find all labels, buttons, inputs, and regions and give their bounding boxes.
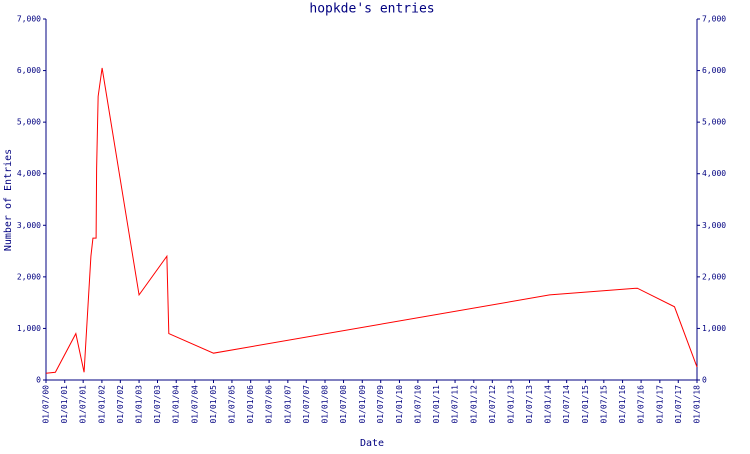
y2-tick-label: 7,000 — [702, 15, 726, 24]
x-tick-label: 01/01/02 — [97, 385, 106, 424]
y-tick-label: 3,000 — [17, 221, 41, 230]
x-tick-label: 01/01/12 — [469, 385, 478, 424]
y2-tick-label: 0 — [702, 376, 707, 385]
y-tick-label: 2,000 — [17, 272, 41, 281]
x-tick-label: 01/01/13 — [507, 385, 516, 424]
x-tick-label: 01/01/04 — [172, 385, 181, 424]
y2-tick-label: 5,000 — [702, 118, 726, 127]
x-tick-label: 01/01/09 — [358, 385, 367, 424]
data-line — [45, 67, 698, 374]
x-tick-label: 01/07/04 — [190, 385, 199, 424]
x-tick-label: 01/07/08 — [339, 385, 348, 424]
x-tick-label: 01/01/08 — [321, 385, 330, 424]
y2-tick-label: 3,000 — [702, 221, 726, 230]
chart-title: hopkde's entries — [309, 2, 434, 17]
y2-tick-label: 4,000 — [702, 169, 726, 178]
x-tick-label: 01/01/05 — [209, 385, 218, 424]
y-tick-label: 1,000 — [17, 324, 41, 333]
x-tick-label: 01/01/01 — [60, 385, 69, 424]
x-tick-label: 01/01/15 — [581, 385, 590, 424]
x-tick-label: 01/01/10 — [395, 385, 404, 424]
y2-tick-label: 1,000 — [702, 324, 726, 333]
x-tick-label: 01/07/05 — [227, 385, 236, 424]
x-tick-label: 01/07/16 — [637, 385, 646, 424]
x-tick-label: 01/01/11 — [432, 385, 441, 424]
y-tick-label: 5,000 — [17, 118, 41, 127]
x-tick-label: 01/07/14 — [562, 385, 571, 424]
x-tick-label: 01/07/09 — [376, 385, 385, 424]
x-tick-label: 01/07/13 — [525, 385, 534, 424]
x-tick-label: 01/07/01 — [79, 385, 88, 424]
y-tick-label: 6,000 — [17, 66, 41, 75]
x-tick-label: 01/01/14 — [544, 385, 553, 424]
x-tick-label: 01/07/10 — [413, 385, 422, 424]
x-tick-label: 01/07/15 — [599, 385, 608, 424]
x-tick-label: 01/01/06 — [246, 385, 255, 424]
x-tick-label: 01/01/17 — [655, 385, 664, 424]
x-tick-label: 01/07/11 — [451, 385, 460, 424]
x-tick-label: 01/07/12 — [488, 385, 497, 424]
x-tick-label: 01/07/03 — [153, 385, 162, 424]
x-tick-label: 01/07/00 — [42, 385, 51, 424]
y-tick-label: 0 — [36, 376, 41, 385]
y-tick-label: 7,000 — [17, 15, 41, 24]
x-tick-label: 01/01/18 — [693, 385, 702, 424]
x-tick-label: 01/01/07 — [283, 385, 292, 424]
y-axis-label: Number of Entries — [3, 149, 14, 251]
x-tick-label: 01/01/03 — [135, 385, 144, 424]
x-tick-label: 01/07/02 — [116, 385, 125, 424]
y-tick-label: 4,000 — [17, 169, 41, 178]
x-tick-label: 01/07/07 — [302, 385, 311, 424]
y2-tick-label: 2,000 — [702, 272, 726, 281]
x-tick-label: 01/07/17 — [674, 385, 683, 424]
y2-tick-label: 6,000 — [702, 66, 726, 75]
x-tick-label: 01/07/06 — [265, 385, 274, 424]
x-axis-label: Date — [360, 438, 384, 449]
x-tick-label: 01/01/16 — [618, 385, 627, 424]
